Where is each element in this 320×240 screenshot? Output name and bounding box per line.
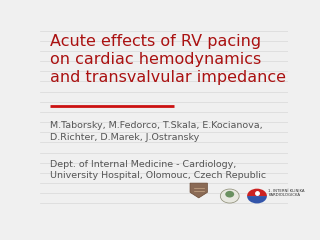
Text: Dept. of Internal Medicine - Cardiology,
University Hospital, Olomouc, Czech Rep: Dept. of Internal Medicine - Cardiology,… <box>50 160 266 180</box>
Text: Acute effects of RV pacing
on cardiac hemodynamics
and transvalvular impedance: Acute effects of RV pacing on cardiac he… <box>50 34 286 85</box>
Circle shape <box>220 189 239 203</box>
Text: 1. INTERNÍ KLINIKA
KARDIOLOGICKÁ: 1. INTERNÍ KLINIKA KARDIOLOGICKÁ <box>268 189 305 197</box>
Circle shape <box>225 191 234 198</box>
Text: M.Taborsky, M.Fedorco, T.Skala, E.Kocianova,
D.Richter, D.Marek, J.Ostransky: M.Taborsky, M.Fedorco, T.Skala, E.Kocian… <box>50 121 262 142</box>
Wedge shape <box>247 189 267 196</box>
Polygon shape <box>190 183 207 198</box>
Wedge shape <box>247 196 267 204</box>
